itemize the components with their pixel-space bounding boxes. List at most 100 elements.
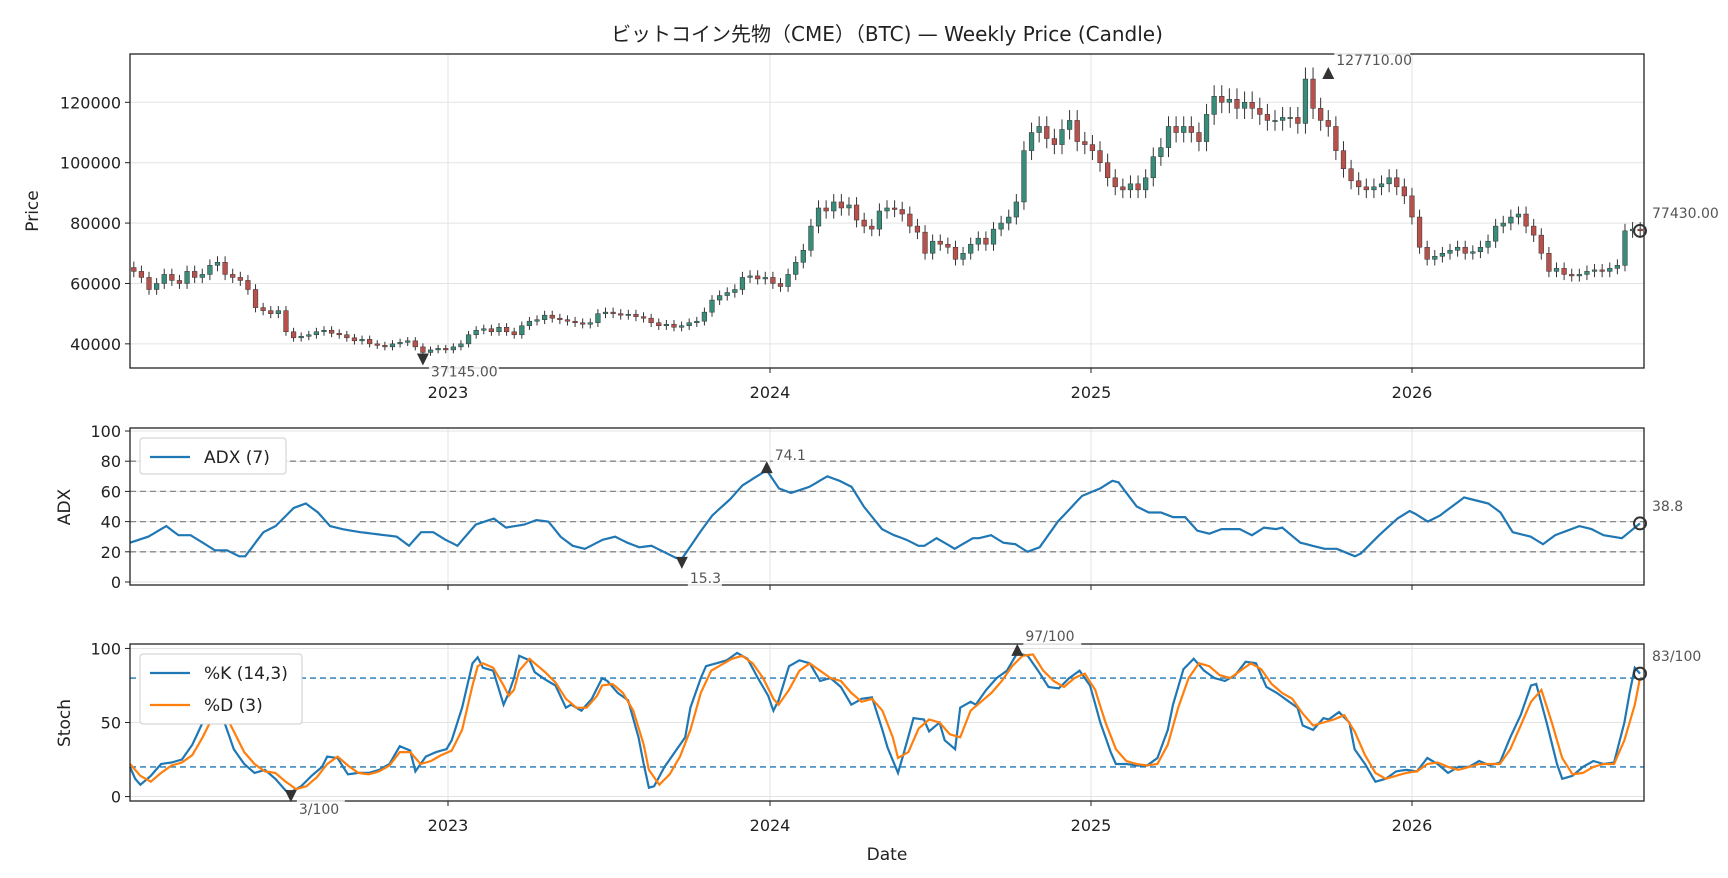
price-candle-body xyxy=(176,280,183,284)
price-candle-body xyxy=(1523,213,1529,227)
price-last-marker xyxy=(1633,223,1647,238)
stoch-panel: 0 50 100 2023 2024 2025 2026 Stoch Date %K (1… xyxy=(55,626,1701,865)
adx-legend-label: ADX (7) xyxy=(204,448,270,468)
adx-y-tick-label: 40 xyxy=(101,513,121,532)
price-candle-body xyxy=(268,310,274,314)
price-candle-body xyxy=(1226,99,1232,103)
price-candle-body xyxy=(1348,168,1354,182)
price-candle-body xyxy=(777,283,784,287)
price-candle-body xyxy=(1112,177,1118,188)
price-candle-body xyxy=(1097,150,1103,163)
stoch-annotations: 97/100 3/100 83/100 xyxy=(284,626,1701,819)
price-candle-body xyxy=(1105,162,1111,179)
adx-plot-frame xyxy=(129,427,1645,586)
price-candle-body xyxy=(192,271,198,278)
price-candle-body xyxy=(1462,246,1468,254)
price-candle-body xyxy=(367,339,373,345)
price-x-tick-label: 2025 xyxy=(1071,383,1112,402)
price-candle-body xyxy=(1363,186,1369,191)
price-candles xyxy=(131,67,1643,356)
price-candle-body xyxy=(907,213,913,227)
price-candle-body xyxy=(1439,253,1445,257)
price-candle-body xyxy=(1127,183,1134,191)
price-candle-body xyxy=(1006,216,1012,224)
price-candle-body xyxy=(602,311,609,314)
price-candle-body xyxy=(245,280,251,290)
price-candle-body xyxy=(230,274,236,278)
adx-reference-lines xyxy=(130,460,1644,553)
price-candle-body xyxy=(427,349,434,353)
price-candle-body xyxy=(983,237,989,245)
adx-trough-label-bg xyxy=(687,568,722,587)
adx-trough-label: 15.3 xyxy=(690,571,721,587)
adx-x-ticks xyxy=(447,585,1413,590)
stoch-y-tick-label: 50 xyxy=(101,714,121,733)
price-candle-body xyxy=(663,323,669,326)
price-low-marker xyxy=(416,353,429,366)
stoch-x-tick-label: 2026 xyxy=(1392,816,1433,835)
stoch-k-legend-label: %K (14,3) xyxy=(204,664,288,684)
price-candle-body xyxy=(321,330,327,333)
price-candle-body xyxy=(1333,126,1339,151)
stoch-last-marker xyxy=(1633,666,1647,681)
price-panel: 40000 60000 80000 100000 120000 2023 2024 2025… xyxy=(23,51,1719,402)
price-candle-body xyxy=(154,283,160,290)
price-candle-body xyxy=(800,250,806,263)
price-candle-body xyxy=(313,331,320,336)
price-candle-body xyxy=(587,322,593,325)
price-candle-body xyxy=(1637,228,1643,232)
price-candle-body xyxy=(519,325,525,336)
price-candle-body xyxy=(1013,201,1019,218)
price-candle-body xyxy=(1158,147,1164,157)
price-candle-body xyxy=(557,317,563,320)
price-candle-body xyxy=(389,343,396,348)
price-candle-body xyxy=(1021,150,1027,203)
price-candle-body xyxy=(1059,129,1065,145)
price-candle-body xyxy=(1188,126,1194,133)
price-candle-body xyxy=(1599,269,1605,272)
price-candle-body xyxy=(443,348,449,351)
price-candle-body xyxy=(405,340,411,343)
price-candle-body xyxy=(465,334,472,345)
stoch-y-tick-label: 0 xyxy=(111,788,121,807)
price-candle-body xyxy=(1211,96,1217,115)
price-candle-body xyxy=(1477,246,1484,253)
stoch-y-tick-label: 100 xyxy=(90,639,121,658)
price-candle-body xyxy=(709,299,715,313)
price-candle-body xyxy=(542,314,548,320)
adx-peak-label: 74.1 xyxy=(775,448,806,464)
price-candle-body xyxy=(222,262,228,275)
price-candle-body xyxy=(678,325,685,328)
stoch-y-ticks: 0 50 100 xyxy=(90,639,130,807)
price-candle-body xyxy=(572,320,578,323)
price-candle-body xyxy=(747,275,753,278)
price-low-label: 37145.00 xyxy=(431,364,498,380)
price-y-tick-label: 80000 xyxy=(70,214,121,233)
price-candle-body xyxy=(1325,120,1331,127)
price-candle-body xyxy=(838,201,844,209)
price-candle-body xyxy=(275,310,281,314)
stoch-d-legend-label: %D (3) xyxy=(204,696,263,716)
price-candle-body xyxy=(1569,274,1575,277)
price-candle-body xyxy=(298,336,304,339)
price-candle-body xyxy=(283,310,289,333)
price-candle-body xyxy=(671,323,677,328)
price-candle-body xyxy=(1531,225,1537,236)
price-candle-body xyxy=(496,326,502,333)
price-candle-body xyxy=(1614,265,1620,269)
price-candle-body xyxy=(625,314,631,316)
adx-gridlines xyxy=(130,428,1644,585)
adx-last-label: 38.8 xyxy=(1652,499,1683,515)
price-y-tick-label: 40000 xyxy=(70,335,121,354)
price-candle-body xyxy=(184,271,190,284)
stoch-low-marker xyxy=(284,790,297,803)
price-candle-body xyxy=(1432,256,1438,260)
price-candle-body xyxy=(450,346,456,351)
price-candle-body xyxy=(1340,150,1347,169)
price-candle-body xyxy=(1356,180,1362,188)
price-candle-body xyxy=(610,311,616,314)
price-candle-body xyxy=(549,314,555,319)
price-candle-body xyxy=(511,331,517,336)
price-candle-body xyxy=(1515,213,1522,218)
price-candle-body xyxy=(1607,268,1613,272)
